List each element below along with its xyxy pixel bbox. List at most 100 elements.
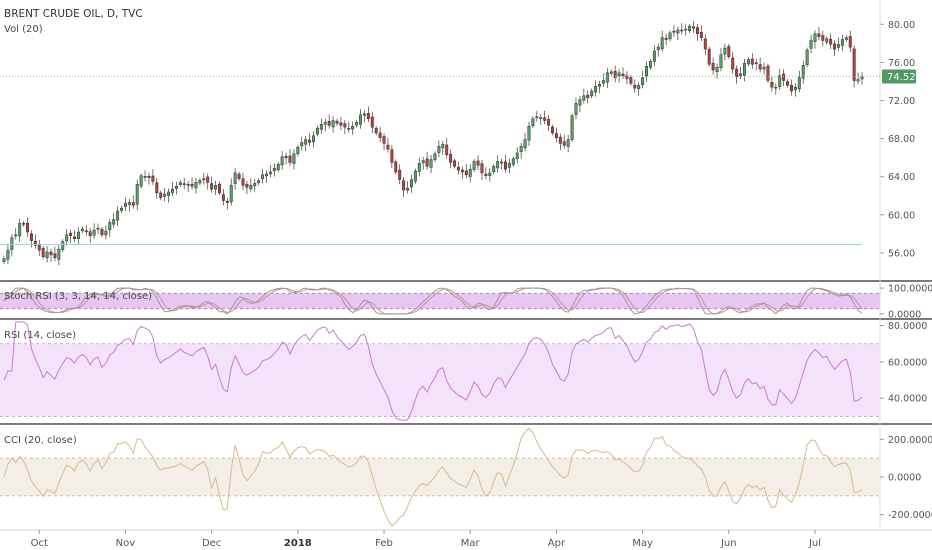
candle-body[interactable] — [578, 99, 582, 106]
candle-body[interactable] — [406, 187, 409, 191]
candle-body[interactable] — [53, 253, 57, 258]
candle-body[interactable] — [343, 123, 347, 128]
candle-body[interactable] — [362, 113, 366, 116]
candle-body[interactable] — [174, 186, 178, 189]
candle-body[interactable] — [782, 73, 786, 81]
candle-body[interactable] — [774, 86, 778, 89]
candle-body[interactable] — [359, 114, 362, 125]
candle-body[interactable] — [500, 161, 504, 164]
candle-body[interactable] — [445, 144, 449, 156]
candle-body[interactable] — [96, 227, 100, 230]
candle-body[interactable] — [241, 178, 245, 186]
candle-body[interactable] — [645, 65, 648, 77]
candle-body[interactable] — [723, 47, 727, 55]
candle-body[interactable] — [676, 29, 680, 34]
candle-body[interactable] — [468, 168, 472, 177]
candle-body[interactable] — [190, 183, 194, 187]
candle-body[interactable] — [69, 232, 73, 237]
candle-body[interactable] — [601, 80, 605, 84]
candle-body[interactable] — [73, 236, 76, 239]
candle-body[interactable] — [488, 172, 492, 177]
candle-body[interactable] — [261, 174, 265, 180]
candle-body[interactable] — [754, 62, 758, 64]
candle-body[interactable] — [413, 170, 417, 182]
candle-body[interactable] — [198, 180, 202, 184]
candle-body[interactable] — [167, 191, 171, 196]
candle-body[interactable] — [523, 139, 527, 149]
candle-body[interactable] — [268, 171, 272, 175]
candle-body[interactable] — [284, 155, 288, 158]
candle-body[interactable] — [429, 159, 433, 168]
candle-body[interactable] — [163, 193, 167, 197]
candle-body[interactable] — [120, 207, 123, 211]
candle-body[interactable] — [746, 59, 750, 65]
candle-body[interactable] — [770, 81, 774, 88]
candle-body[interactable] — [327, 121, 331, 126]
candle-body[interactable] — [472, 161, 476, 170]
candle-body[interactable] — [37, 244, 41, 251]
candle-body[interactable] — [527, 125, 531, 141]
candle-body[interactable] — [641, 77, 645, 85]
candle-body[interactable] — [562, 141, 566, 146]
candle-body[interactable] — [688, 25, 692, 32]
candle-body[interactable] — [437, 145, 441, 153]
candle-body[interactable] — [127, 202, 131, 205]
candle-body[interactable] — [664, 37, 668, 40]
candle-body[interactable] — [633, 84, 637, 89]
candle-body[interactable] — [159, 192, 163, 198]
candle-body[interactable] — [123, 203, 127, 207]
candle-body[interactable] — [833, 43, 837, 50]
candle-body[interactable] — [574, 103, 578, 115]
candle-body[interactable] — [515, 152, 519, 159]
candle-body[interactable] — [425, 158, 429, 167]
candle-body[interactable] — [288, 155, 292, 163]
candle-body[interactable] — [65, 234, 69, 242]
candle-body[interactable] — [351, 125, 355, 130]
candle-body[interactable] — [61, 241, 65, 250]
candle-body[interactable] — [848, 36, 852, 48]
candle-body[interactable] — [558, 136, 562, 144]
candle-body[interactable] — [390, 149, 394, 163]
candle-body[interactable] — [637, 85, 641, 89]
candle-body[interactable] — [707, 48, 711, 65]
candle-body[interactable] — [374, 128, 378, 134]
candle-body[interactable] — [147, 175, 151, 178]
candle-body[interactable] — [625, 75, 629, 79]
candle-body[interactable] — [609, 71, 613, 74]
candle-body[interactable] — [402, 180, 406, 191]
candle-body[interactable] — [280, 156, 284, 166]
candle-body[interactable] — [727, 46, 731, 57]
candle-body[interactable] — [249, 185, 253, 190]
candle-body[interactable] — [660, 37, 664, 50]
candle-body[interactable] — [88, 231, 92, 237]
candle-body[interactable] — [778, 75, 782, 87]
candle-body[interactable] — [735, 68, 739, 77]
candle-body[interactable] — [656, 46, 660, 51]
candle-body[interactable] — [315, 127, 319, 135]
candle-body[interactable] — [613, 71, 617, 78]
candle-body[interactable] — [202, 178, 206, 181]
candle-body[interactable] — [699, 31, 703, 38]
candle-body[interactable] — [355, 122, 359, 126]
candle-body[interactable] — [511, 158, 515, 165]
candle-body[interactable] — [378, 132, 382, 138]
candle-body[interactable] — [296, 146, 300, 155]
candle-body[interactable] — [116, 210, 120, 221]
candle-body[interactable] — [860, 76, 864, 80]
candle-body[interactable] — [366, 113, 370, 119]
candle-body[interactable] — [496, 161, 500, 169]
candle-body[interactable] — [335, 120, 339, 124]
candle-body[interactable] — [245, 183, 249, 188]
candle-body[interactable] — [80, 228, 84, 232]
candle-body[interactable] — [394, 161, 398, 173]
candle-body[interactable] — [26, 222, 29, 233]
candle-body[interactable] — [750, 58, 754, 65]
candle-body[interactable] — [171, 188, 174, 193]
candle-body[interactable] — [582, 95, 586, 101]
candle-body[interactable] — [319, 124, 323, 130]
candle-body[interactable] — [155, 182, 159, 194]
candle-body[interactable] — [49, 251, 53, 256]
candle-body[interactable] — [844, 37, 848, 40]
candle-body[interactable] — [29, 233, 33, 241]
candle-body[interactable] — [331, 120, 335, 128]
